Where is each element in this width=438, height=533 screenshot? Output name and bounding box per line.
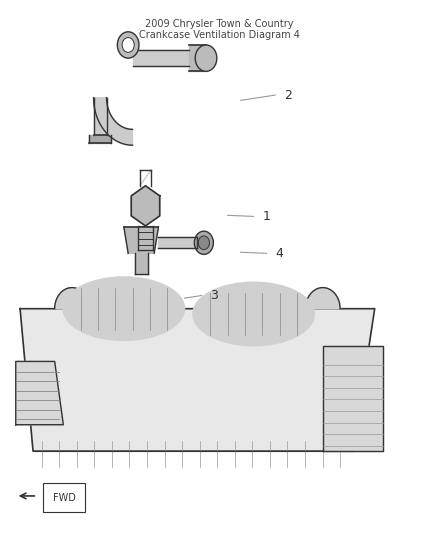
- Polygon shape: [189, 45, 206, 71]
- Polygon shape: [138, 226, 153, 249]
- Text: 2009 Chrysler Town & Country
Crankcase Ventilation Diagram 4: 2009 Chrysler Town & Country Crankcase V…: [138, 19, 300, 40]
- Circle shape: [194, 231, 213, 254]
- Polygon shape: [323, 345, 383, 451]
- Polygon shape: [94, 98, 106, 135]
- Polygon shape: [219, 288, 254, 309]
- Polygon shape: [262, 288, 297, 309]
- Polygon shape: [89, 135, 111, 142]
- Text: FWD: FWD: [53, 492, 75, 503]
- Polygon shape: [124, 227, 159, 253]
- Polygon shape: [305, 288, 340, 309]
- Circle shape: [117, 32, 139, 58]
- Polygon shape: [133, 50, 189, 66]
- Ellipse shape: [64, 277, 184, 341]
- Text: 3: 3: [210, 289, 218, 302]
- Polygon shape: [131, 186, 160, 226]
- Polygon shape: [141, 288, 176, 309]
- Text: 2: 2: [284, 88, 292, 102]
- Polygon shape: [94, 98, 133, 145]
- Polygon shape: [98, 288, 133, 309]
- Circle shape: [122, 38, 134, 52]
- Text: 4: 4: [275, 247, 283, 260]
- Polygon shape: [55, 288, 89, 309]
- Polygon shape: [16, 361, 64, 425]
- Polygon shape: [140, 170, 151, 186]
- Circle shape: [198, 236, 209, 249]
- Polygon shape: [159, 238, 198, 248]
- Circle shape: [195, 45, 217, 71]
- Polygon shape: [20, 309, 374, 451]
- Ellipse shape: [193, 282, 314, 345]
- Text: 1: 1: [262, 210, 270, 223]
- Polygon shape: [134, 253, 148, 274]
